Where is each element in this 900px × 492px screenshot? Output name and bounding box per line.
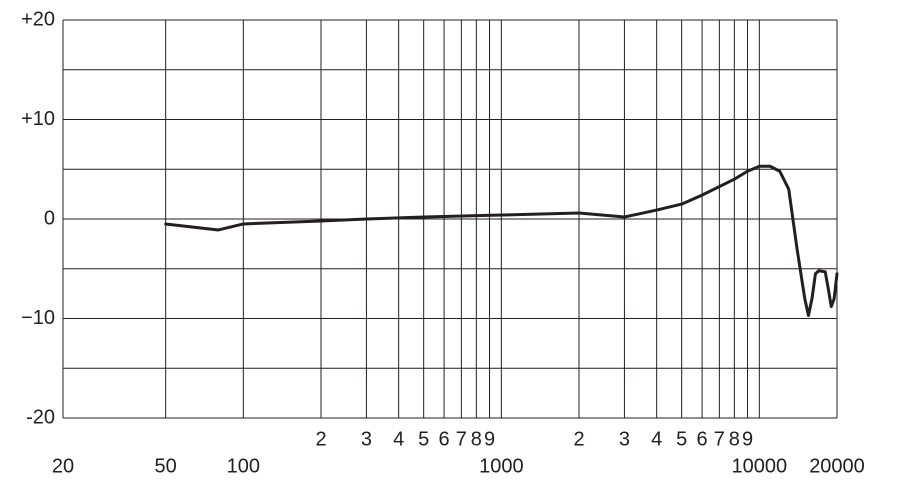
x-tick-label: 8 — [729, 428, 740, 450]
x-tick-label: 20 — [52, 455, 74, 477]
y-tick-label: -20 — [26, 406, 55, 428]
x-tick-label: 2 — [315, 428, 326, 450]
x-tick-label: 3 — [361, 428, 372, 450]
x-tick-label: 4 — [393, 428, 404, 450]
x-tick-label: 4 — [651, 428, 662, 450]
x-tick-label: 20000 — [809, 455, 865, 477]
data-line — [164, 164, 839, 318]
x-tick-label: 5 — [676, 428, 687, 450]
y-tick-label: +20 — [21, 8, 55, 30]
x-tick-label: 100 — [227, 455, 260, 477]
x-tick-label: 2 — [573, 428, 584, 450]
x-tick-label: 1000 — [479, 455, 524, 477]
x-tick-label: 9 — [484, 428, 495, 450]
x-tick-label: 9 — [742, 428, 753, 450]
x-tick-label: 6 — [439, 428, 450, 450]
x-tick-label: 7 — [456, 428, 467, 450]
x-tick-label: 50 — [155, 455, 177, 477]
x-tick-label: 6 — [697, 428, 708, 450]
x-tick-label: 3 — [619, 428, 630, 450]
x-tick-label: 5 — [418, 428, 429, 450]
x-tick-label: 8 — [471, 428, 482, 450]
y-tick-label: +10 — [21, 108, 55, 130]
x-tick-label: 7 — [714, 428, 725, 450]
y-tick-label: 0 — [44, 207, 55, 229]
y-tick-label: −10 — [21, 307, 55, 329]
x-tick-label: 10000 — [732, 455, 788, 477]
